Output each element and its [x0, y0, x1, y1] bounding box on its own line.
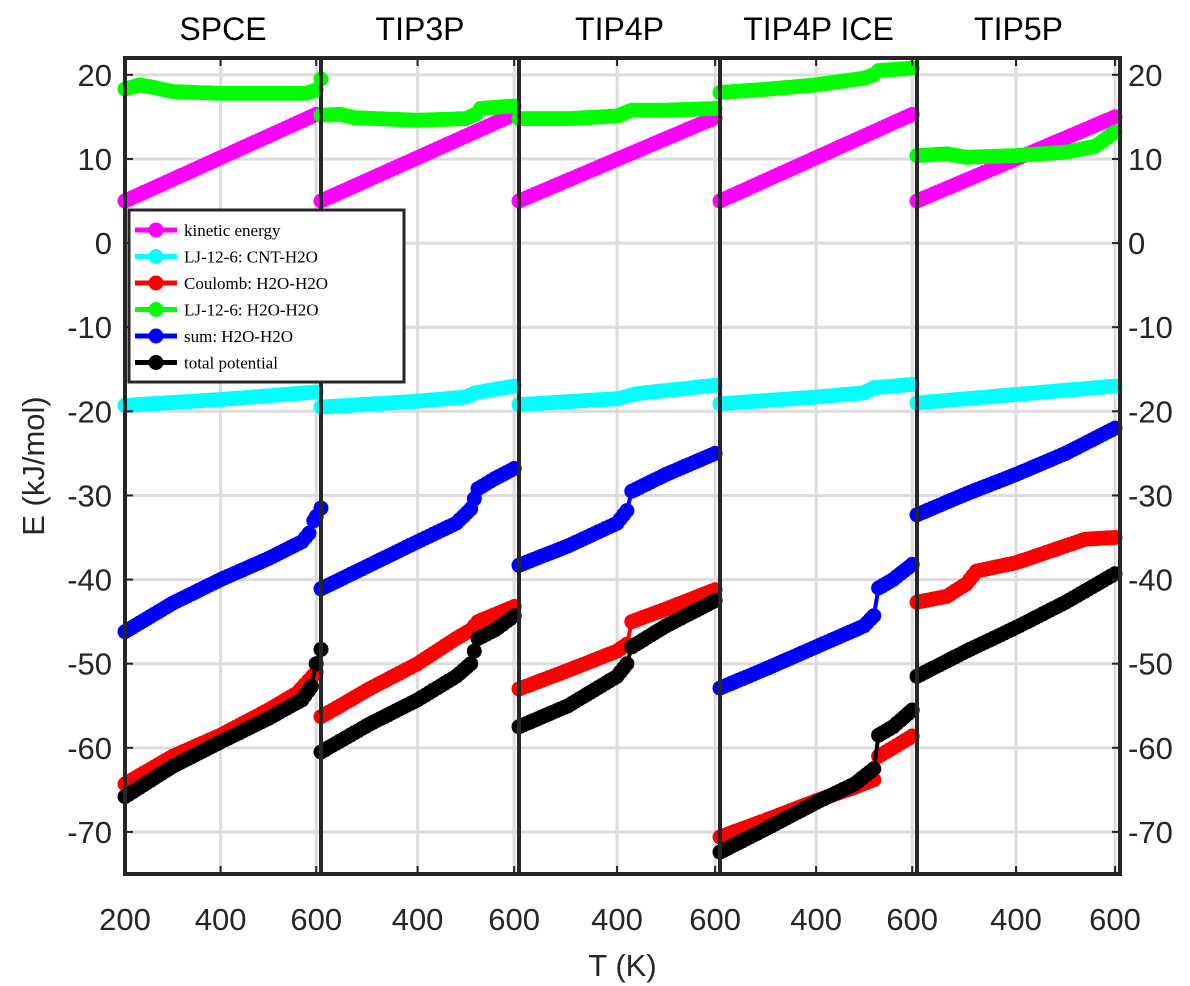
legend-marker [148, 302, 164, 317]
x-tick-label: 400 [392, 902, 444, 937]
y-tick-label-left: -60 [67, 731, 112, 766]
y-tick-label-right: -20 [1128, 394, 1173, 429]
x-tick-label: 400 [591, 902, 643, 937]
data-point [866, 761, 882, 777]
data-point [619, 503, 635, 519]
y-tick-label-right: -30 [1128, 478, 1173, 513]
y-tick-label-right: 10 [1128, 142, 1162, 177]
x-tick-label: 200 [99, 902, 151, 937]
legend-label: Coulomb: H2O-H2O [184, 274, 328, 293]
legend-marker [148, 249, 164, 264]
x-tick-label: 600 [488, 902, 540, 937]
data-point [866, 608, 882, 624]
y-tick-label-left: -40 [67, 563, 112, 598]
x-tick-label: 400 [790, 902, 842, 937]
y-tick-label-left: 10 [78, 142, 112, 177]
x-tick-label: 600 [1089, 902, 1141, 937]
legend-marker [148, 355, 164, 370]
x-tick-label: 600 [886, 902, 938, 937]
y-tick-label-left: 0 [95, 226, 112, 261]
legend-marker [148, 275, 164, 291]
y-tick-label-right: -10 [1128, 310, 1173, 345]
y-tick-label-left: -30 [67, 478, 112, 513]
panel-title: SPCE [179, 11, 266, 47]
x-tick-label: 600 [290, 902, 342, 937]
legend-label: sum: H2O-H2O [184, 327, 293, 346]
panel-title: TIP4P [575, 11, 664, 47]
x-tick-label: 400 [990, 902, 1042, 937]
y-tick-label-right: -40 [1128, 563, 1173, 598]
y-tick-label-right: -70 [1128, 815, 1173, 850]
y-tick-label-right: -60 [1128, 731, 1173, 766]
y-tick-label-left: -10 [67, 310, 112, 345]
y-tick-label-right: 20 [1128, 58, 1162, 93]
y-tick-label-left: -20 [67, 394, 112, 429]
y-tick-label-left: -70 [67, 815, 112, 850]
data-point [466, 643, 482, 659]
data-point [303, 678, 319, 694]
legend: kinetic energy LJ-12-6: CNT-H2O Coulomb: H… [127, 208, 406, 384]
data-point [619, 656, 635, 672]
panel-title: TIP3P [376, 11, 465, 47]
panel-title: TIP4P ICE [743, 11, 894, 47]
panel-title: TIP5P [974, 11, 1063, 47]
y-tick-label-left: -50 [67, 647, 112, 682]
data-point [301, 525, 317, 541]
y-tick-label-right: -50 [1128, 647, 1173, 682]
x-axis-label: T (K) [588, 948, 656, 983]
legend-marker [148, 222, 164, 238]
frame-layer [123, 56, 1122, 876]
legend-label: kinetic energy [184, 221, 281, 240]
y-axis-label: E (kJ/mol) [16, 396, 51, 536]
data-point [463, 656, 479, 672]
y-tick-label-left: 20 [78, 58, 112, 93]
series-layer [117, 60, 1123, 860]
legend-marker [148, 328, 164, 344]
plot-frame [123, 56, 1122, 876]
legend-label: total potential [184, 354, 278, 373]
legend-box [127, 208, 406, 384]
x-tick-label: 400 [195, 902, 247, 937]
legend-label: LJ-12-6: H2O-H2O [184, 301, 319, 320]
y-tick-label-right: 0 [1128, 226, 1145, 261]
x-tick-label: 600 [689, 902, 741, 937]
legend-label: LJ-12-6: CNT-H2O [184, 248, 318, 267]
